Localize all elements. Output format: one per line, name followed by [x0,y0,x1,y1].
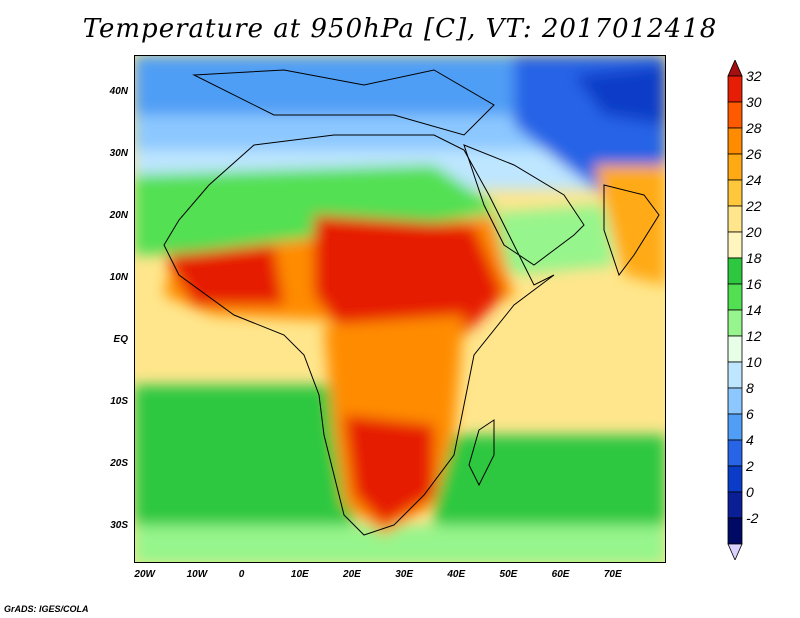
lat-label-10n: 10N [109,272,128,284]
colorbar-level-label: -2 [746,510,759,526]
colorbar-top-triangle [727,60,743,77]
colorbar-box-3 [727,153,743,181]
map-panel: 40N 30N 20N 10N EQ 10S 20S 30S 20W 10W 0 10E 20E 30E 4… [110,55,666,580]
colorbar-level-label: 18 [746,250,762,266]
colorbar-level-label: 8 [746,380,754,396]
zone-central-hot [314,215,504,345]
colorbar-box-14 [727,439,743,467]
lon-label-70e: 70E [603,569,622,580]
colorbar-box-8 [727,283,743,311]
lon-label-20w: 20W [134,569,155,580]
lon-label-20e: 20E [343,569,361,580]
colorbar-bottom-triangle [727,543,743,560]
lon-label-10w: 10W [186,569,208,580]
colorbar-level-label: 22 [746,198,762,214]
colorbar-box-2 [727,127,743,155]
lon-label-60e: 60E [551,569,570,580]
colorbar-box-1 [727,101,743,129]
madagascar-coast [468,419,495,487]
lat-label-40n: 40N [109,86,128,98]
colorbar-box-5 [727,205,743,233]
colorbar-box-9 [727,309,743,337]
colorbar-box-15 [727,465,743,493]
lon-label-10e: 10E [290,569,309,580]
lon-label-40e: 40E [447,569,466,580]
colorbar-box-0 [727,75,743,103]
lat-label-eq: EQ [113,333,128,345]
lat-label-10s: 10S [110,395,128,407]
lat-label-30s: 30S [110,519,128,531]
lon-label-50e: 50E [499,569,518,580]
colorbar-box-6 [727,231,743,259]
india-coast [603,184,660,277]
lon-label-0: 0 [238,569,245,580]
africa-coast [163,134,555,536]
colorbar-level-label: 32 [746,68,762,84]
lat-label-20s: 20S [110,457,128,469]
lat-label-30n: 30N [109,148,128,160]
zone-westafrica-hot [164,245,284,305]
colorbar-level-label: 0 [746,484,754,500]
colorbar-box-11 [727,361,743,389]
arabia-coast [463,144,585,266]
colorbar-box-12 [727,387,743,415]
zone-tibet-coldest [574,65,666,125]
colorbar-level-label: 28 [746,120,762,136]
colorbar-level-label: 30 [746,94,762,110]
chart-title: Temperature at 950hPa [C], VT: 201701241… [82,14,718,44]
credit-label: GrADS: IGES/COLA [4,604,89,614]
colorbar-level-label: 16 [746,276,762,292]
colorbar-level-label: 14 [746,302,762,318]
temperature-map [134,55,666,563]
colorbar-level-label: 10 [746,354,762,370]
colorbar-level-label: 24 [746,172,762,188]
colorbar-level-label: 12 [746,328,762,344]
colorbar [727,60,743,560]
lon-label-30e: 30E [395,569,413,580]
colorbar-level-label: 20 [746,224,762,240]
colorbar-level-label: 4 [746,432,754,448]
lat-label-20n: 20N [109,210,128,222]
colorbar-level-label: 6 [746,406,754,422]
zone-polar-south [134,525,666,563]
colorbar-box-16 [727,491,743,519]
colorbar-box-13 [727,413,743,441]
colorbar-box-7 [727,257,743,285]
zone-southern-hot [344,415,434,525]
colorbar-box-4 [727,179,743,207]
colorbar-level-label: 2 [746,458,754,474]
zone-india-warm [594,165,666,285]
coastlines [163,69,660,536]
europe-coast [192,69,495,136]
map-border [134,55,666,563]
colorbar-box-10 [727,335,743,363]
colorbar-level-label: 26 [746,146,762,162]
colorbar-box-17 [727,517,743,545]
